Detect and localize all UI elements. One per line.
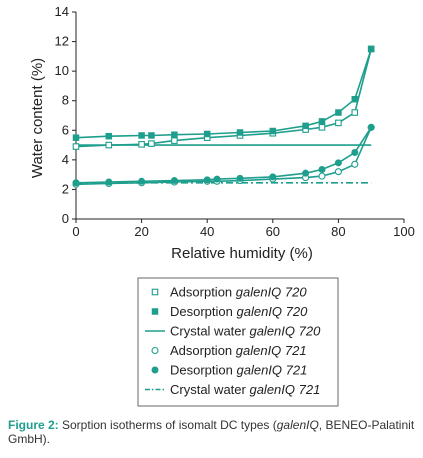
y-tick-label: 6 (62, 122, 69, 137)
data-point-desorption-galeniq-720 (335, 109, 342, 116)
legend-item: Crystal water galenIQ 720 (145, 324, 321, 339)
y-tick-label: 14 (55, 4, 69, 19)
data-point-adsorption-galeniq-720 (72, 143, 80, 150)
legend-label-product: galenIQ 720 (236, 285, 308, 300)
legend-label: Adsorption galenIQ 721 (170, 343, 307, 358)
data-point-desorption-galeniq-720 (105, 132, 113, 140)
legend-label-prefix: Desorption (170, 304, 236, 319)
data-point-adsorption-galeniq-721 (334, 168, 342, 176)
y-tick-label: 0 (62, 211, 69, 226)
data-point-desorption-galeniq-721 (236, 174, 244, 182)
x-tick-label: 40 (200, 224, 214, 239)
data-point-desorption-galeniq-721 (269, 173, 277, 181)
data-point-desorption-galeniq-720 (318, 118, 326, 125)
data-point-adsorption-galeniq-720 (318, 124, 326, 131)
data-point-adsorption-galeniq-720 (171, 137, 178, 144)
legend-label-product: galenIQ 720 (249, 324, 321, 339)
legend-label: Adsorption galenIQ 720 (170, 285, 307, 300)
data-point-desorption-galeniq-720 (351, 95, 359, 103)
data-point-desorption-galeniq-721 (203, 176, 211, 184)
caption-text-before: Sorption isotherms of isomalt DC types ( (58, 418, 277, 432)
legend-item: Crystal water galenIQ 721 (145, 382, 320, 397)
series-line-adsorption-galeniq-720 (75, 48, 372, 148)
data-point-desorption-galeniq-721 (302, 169, 310, 177)
x-axis-title: Relative humidity (%) (171, 245, 313, 262)
data-point-desorption-galeniq-721 (213, 175, 221, 183)
caption-label: Figure 2: (8, 418, 59, 432)
data-point-desorption-galeniq-721 (138, 177, 146, 185)
x-tick-label: 60 (266, 224, 280, 239)
figure-caption: Figure 2: Sorption isotherms of isomalt … (8, 418, 418, 446)
legend-label: Desorption galenIQ 720 (170, 304, 308, 319)
legend-label-product: galenIQ 721 (236, 343, 307, 358)
data-point-desorption-galeniq-720 (171, 131, 178, 138)
legend-marker-swatch (151, 288, 159, 296)
caption-italic: galenIQ (276, 418, 319, 432)
plot-area: 0 2 4 6 8 10 12 14 0 20 40 60 80 100 (55, 4, 415, 239)
x-tick-label: 80 (331, 224, 345, 239)
sorption-chart: 0 2 4 6 8 10 12 14 0 20 40 60 80 100 Water content (%… (29, 4, 415, 407)
series-line-desorption-galeniq-720 (75, 48, 372, 139)
y-tick-label: 8 (62, 93, 69, 108)
data-point-desorption-galeniq-721 (72, 179, 80, 187)
legend-marker-swatch (151, 308, 159, 315)
legend-box (137, 277, 339, 407)
data-point-adsorption-galeniq-720 (148, 140, 155, 147)
legend-item: Adsorption galenIQ 721 (151, 343, 307, 358)
data-point-desorption-galeniq-720 (302, 122, 309, 130)
x-tick-label: 100 (393, 224, 415, 239)
data-point-desorption-galeniq-721 (334, 159, 342, 167)
data-point-desorption-galeniq-721 (318, 165, 326, 173)
y-tick-label: 10 (55, 63, 69, 78)
legend-label: Desorption galenIQ 721 (170, 363, 307, 378)
data-point-desorption-galeniq-720 (72, 134, 80, 141)
legend-label-prefix: Adsorption (170, 343, 236, 358)
data-point-desorption-galeniq-720 (148, 132, 155, 139)
data-point-adsorption-galeniq-721 (318, 172, 326, 180)
y-axis-title: Water content (%) (29, 58, 46, 178)
data-point-adsorption-galeniq-720 (335, 119, 342, 127)
data-point-desorption-galeniq-720 (367, 45, 375, 53)
data-point-desorption-galeniq-720 (203, 130, 211, 138)
x-tick-label: 20 (134, 224, 148, 239)
legend-marker-swatch (151, 366, 159, 374)
y-tick-label: 2 (62, 181, 69, 196)
data-point-desorption-galeniq-721 (351, 148, 359, 156)
data-point-adsorption-galeniq-721 (351, 160, 359, 168)
data-point-desorption-galeniq-721 (170, 177, 178, 185)
y-tick-label: 4 (62, 152, 69, 167)
data-point-desorption-galeniq-720 (138, 132, 145, 139)
data-point-adsorption-galeniq-720 (138, 141, 145, 148)
legend-item: Adsorption galenIQ 720 (151, 285, 307, 300)
legend-item: Desorption galenIQ 721 (151, 363, 307, 378)
legend-label-product: galenIQ 721 (236, 363, 307, 378)
legend-label-product: galenIQ 721 (249, 382, 320, 397)
data-point-adsorption-galeniq-720 (105, 141, 113, 149)
data-point-desorption-galeniq-721 (367, 123, 375, 131)
legend-label: Crystal water galenIQ 721 (170, 382, 320, 397)
legend-label-product: galenIQ 720 (236, 304, 308, 319)
legend-label: Crystal water galenIQ 720 (170, 324, 321, 339)
legend-label-prefix: Crystal water (170, 382, 249, 397)
y-tick-label: 12 (55, 34, 69, 49)
legend-marker-swatch (151, 346, 159, 355)
caption-text-after: , BENEO-Palatinit GmbH). (8, 418, 415, 446)
x-tick-label: 0 (72, 224, 79, 239)
legend-label-prefix: Crystal water (170, 324, 249, 339)
legend-label-prefix: Desorption (170, 363, 236, 378)
legend-label-prefix: Adsorption (170, 285, 236, 300)
data-point-desorption-galeniq-721 (105, 178, 113, 186)
data-point-adsorption-galeniq-720 (351, 109, 359, 116)
legend-item: Desorption galenIQ 720 (151, 304, 308, 319)
data-point-desorption-galeniq-720 (269, 127, 277, 135)
data-point-desorption-galeniq-720 (236, 129, 244, 136)
